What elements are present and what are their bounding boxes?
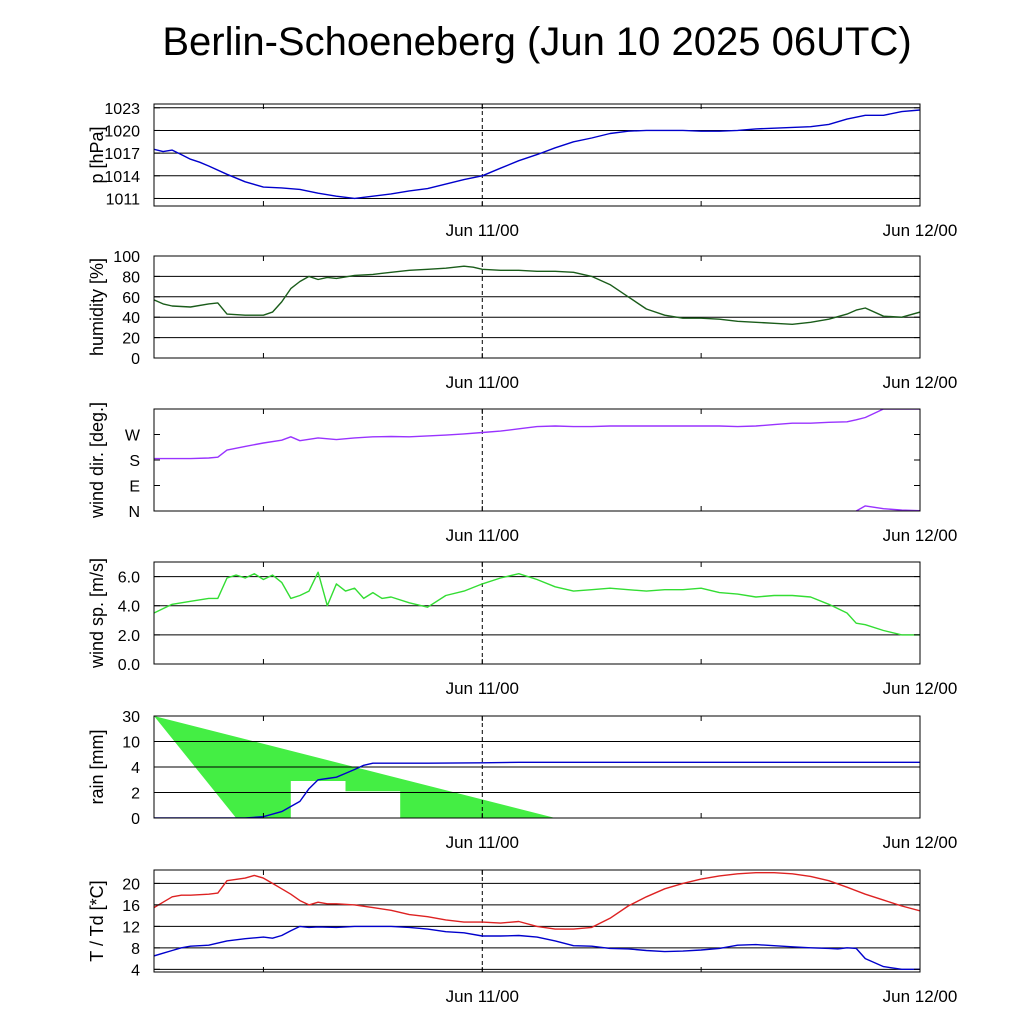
y-tick-label: 4 [131, 962, 140, 979]
y-tick-label: 0 [131, 811, 140, 828]
x-tick-label: Jun 12/00 [883, 679, 958, 698]
y-tick-label: 2.0 [118, 628, 140, 645]
plot-frame [153, 561, 921, 665]
plot-frame [153, 408, 921, 512]
y-tick-label: 20 [122, 331, 140, 348]
series-line-1 [154, 571, 920, 636]
y-tick-label: 4 [131, 760, 140, 777]
y-tick-label: 1014 [104, 169, 140, 186]
series-line-1 [154, 409, 920, 460]
plot-frame [153, 103, 921, 207]
y-tick-label: 1011 [106, 191, 141, 208]
series-line-2 [154, 761, 920, 818]
x-tick-label: Jun 12/00 [883, 987, 958, 1006]
x-tick-label: Jun 12/00 [883, 221, 958, 240]
y-tick-label: 1023 [104, 101, 140, 118]
y-axis-label: humidity [%] [87, 258, 107, 356]
y-tick-label: 1020 [104, 123, 140, 140]
y-tick-label: E [129, 479, 140, 496]
x-tick-label: Jun 11/00 [446, 526, 519, 545]
page-title: Berlin-Schoeneberg (Jun 10 2025 06UTC) [162, 20, 912, 64]
y-tick-label: 20 [122, 876, 140, 893]
y-axis-label: wind sp. [m/s] [87, 558, 107, 669]
y-tick-label: 1017 [104, 146, 140, 163]
series-line-2 [154, 925, 920, 970]
y-tick-label: 8 [131, 941, 140, 958]
y-axis-label: rain [mm] [87, 729, 107, 804]
y-tick-label: 16 [122, 898, 140, 915]
y-tick-label: 6.0 [118, 570, 140, 587]
y-tick-label: S [129, 453, 140, 470]
panel-2: 0 20 40 60 80 100 Jun 11/00 Jun 12/00 humidity [… [87, 249, 957, 392]
y-tick-label: 0 [131, 351, 140, 368]
y-tick-label: 12 [122, 919, 140, 936]
y-tick-label: 80 [122, 269, 140, 286]
plot-frame [153, 869, 921, 973]
x-tick-label: Jun 11/00 [446, 221, 519, 240]
y-tick-label: 0.0 [118, 657, 140, 674]
x-tick-label: Jun 12/00 [883, 526, 958, 545]
y-tick-label: 30 [122, 709, 140, 726]
x-tick-label: Jun 12/00 [883, 373, 958, 392]
series-line-2 [855, 505, 920, 511]
plot-frame [153, 255, 921, 359]
y-tick-label: 40 [122, 310, 140, 327]
x-tick-label: Jun 11/00 [446, 679, 519, 698]
x-tick-label: Jun 11/00 [446, 833, 519, 852]
y-tick-label: W [125, 428, 141, 445]
panel-6: 4 8 12 16 20 Jun 11/00 Jun 12/00 T / Td [*C] [87, 869, 958, 1006]
series-line-1 [154, 109, 920, 200]
panel-5: 0 2 4 10 30 Jun 11/00 Jun 12/00 rain [mm] [87, 709, 957, 852]
y-axis-label: wind dir. [deg.] [87, 402, 107, 519]
series-line-1 [154, 872, 920, 930]
x-tick-label: Jun 12/00 [883, 833, 958, 852]
y-tick-label: 10 [122, 735, 140, 752]
y-axis-label: T / Td [*C] [87, 880, 107, 961]
panel-4: 0.0 2.0 4.0 6.0 Jun 11/00 Jun 12/00 wind sp. [… [87, 558, 957, 698]
y-tick-label: 4.0 [118, 599, 140, 616]
x-tick-label: Jun 11/00 [446, 373, 519, 392]
x-tick-label: Jun 11/00 [446, 987, 519, 1006]
y-tick-label: N [128, 504, 140, 521]
y-tick-label: 100 [113, 249, 140, 266]
y-axis-label: p [hPa] [87, 126, 107, 183]
y-tick-label: 60 [122, 290, 140, 307]
series-line-1 [154, 265, 920, 325]
panel-1: 1011 1014 1017 1020 1023 Jun 11/00 Jun 12/00 p … [87, 101, 957, 240]
y-tick-label: 2 [131, 786, 140, 803]
